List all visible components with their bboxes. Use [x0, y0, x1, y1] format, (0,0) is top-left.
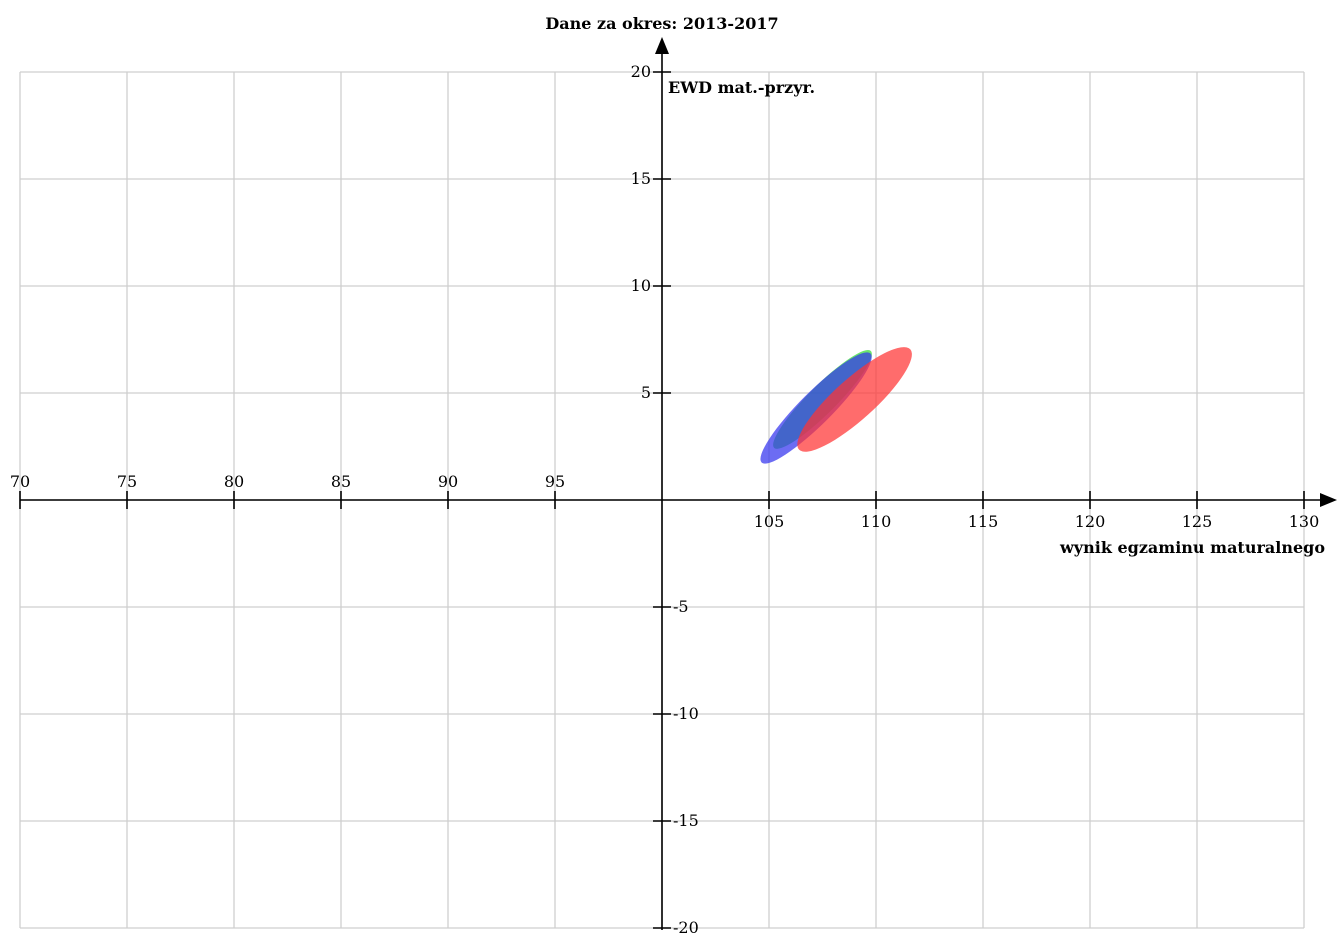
y-tick-label: 5	[641, 383, 651, 402]
y-tick-label: -10	[673, 704, 699, 723]
x-tick-label: 75	[117, 472, 137, 491]
y-tick-label: -15	[673, 811, 699, 830]
y-tick-label: -5	[673, 597, 689, 616]
x-tick-label: 125	[1182, 512, 1213, 531]
x-tick-label: 70	[10, 472, 30, 491]
y-axis-title: EWD mat.-przyr.	[668, 78, 815, 97]
x-tick-label: 110	[861, 512, 892, 531]
x-tick-label: 90	[438, 472, 458, 491]
chart-title: Dane za okres: 2013-2017	[545, 14, 778, 33]
axes	[20, 37, 1337, 930]
ellipse-3	[797, 347, 912, 452]
x-axis-arrow	[1320, 493, 1337, 507]
x-tick-label: 130	[1289, 512, 1320, 531]
x-tick-label: 80	[224, 472, 244, 491]
x-tick-label: 85	[331, 472, 351, 491]
y-tick-label: 15	[631, 169, 651, 188]
x-tick-label: 105	[754, 512, 785, 531]
y-axis-arrow	[655, 37, 669, 54]
x-tick-label: 120	[1075, 512, 1106, 531]
x-tick-label: 115	[968, 512, 999, 531]
x-tick-label: 95	[545, 472, 565, 491]
y-tick-label: -20	[673, 918, 699, 934]
y-tick-label: 20	[631, 62, 651, 81]
y-tick-label: 10	[631, 276, 651, 295]
ellipses	[760, 347, 912, 464]
ellipse-2	[760, 352, 872, 464]
x-axis-title: wynik egzaminu maturalnego	[1059, 538, 1325, 557]
